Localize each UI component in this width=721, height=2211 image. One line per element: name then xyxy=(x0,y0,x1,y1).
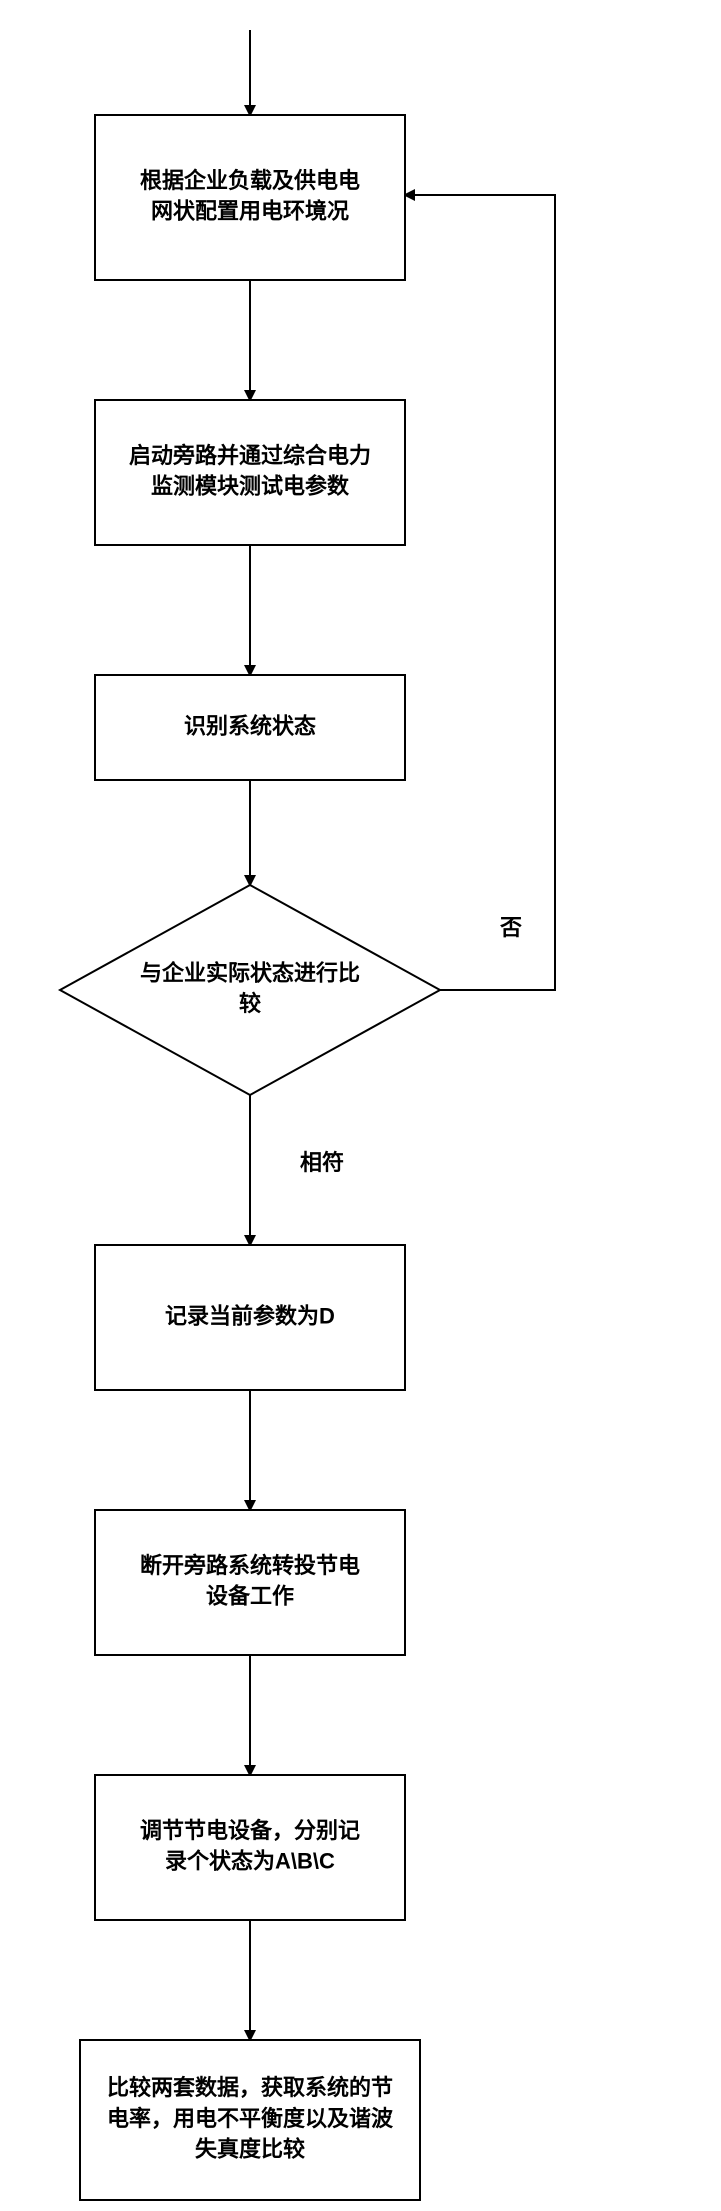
node-text-n2-1: 监测模块测试电参数 xyxy=(151,474,350,499)
flow-node-n3: 识别系统状态 xyxy=(95,675,405,780)
flow-edge-e8 xyxy=(405,195,555,990)
flow-node-n2: 启动旁路并通过综合电力监测模块测试电参数 xyxy=(95,400,405,545)
flow-node-n7: 调节节电设备，分别记录个状态为A\B\C xyxy=(95,1775,405,1920)
node-text-n8-1: 电率，用电不平衡度以及谐波 xyxy=(107,2106,394,2131)
node-text-n6-0: 断开旁路系统转投节电 xyxy=(140,1553,360,1578)
node-text-n5-0: 记录当前参数为D xyxy=(165,1303,335,1328)
node-text-n4-0: 与企业实际状态进行比 xyxy=(140,960,360,985)
flow-node-n5: 记录当前参数为D xyxy=(95,1245,405,1390)
node-text-n6-1: 设备工作 xyxy=(206,1584,294,1609)
node-text-n3-0: 识别系统状态 xyxy=(184,713,316,738)
flow-node-n4: 与企业实际状态进行比较 xyxy=(60,885,440,1095)
edge-label-e4: 相符 xyxy=(300,1150,344,1175)
flowchart-canvas: 相符否根据企业负载及供电电网状配置用电环境况启动旁路并通过综合电力监测模块测试电… xyxy=(0,0,721,2211)
flow-node-n6: 断开旁路系统转投节电设备工作 xyxy=(95,1510,405,1655)
node-text-n1-0: 根据企业负载及供电电 xyxy=(140,168,360,193)
node-text-n7-1: 录个状态为A\B\C xyxy=(165,1849,335,1874)
node-text-n7-0: 调节节电设备，分别记 xyxy=(140,1818,360,1843)
node-text-n4-1: 较 xyxy=(239,991,261,1016)
node-text-n8-2: 失真度比较 xyxy=(195,2137,305,2162)
flow-node-n8: 比较两套数据，获取系统的节电率，用电不平衡度以及谐波失真度比较 xyxy=(80,2040,420,2200)
edge-label-e8: 否 xyxy=(499,915,522,940)
node-text-n2-0: 启动旁路并通过综合电力 xyxy=(129,443,371,468)
node-text-n1-1: 网状配置用电环境况 xyxy=(151,199,349,224)
flow-node-n1: 根据企业负载及供电电网状配置用电环境况 xyxy=(95,115,405,280)
node-text-n8-0: 比较两套数据，获取系统的节 xyxy=(107,2075,393,2100)
